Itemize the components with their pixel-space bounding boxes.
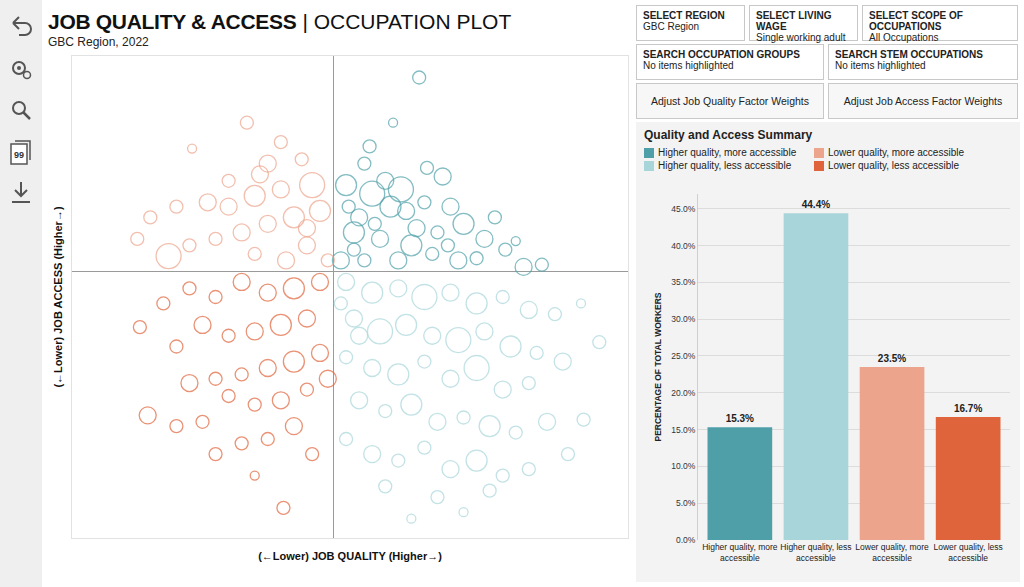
svg-text:15.3%: 15.3% xyxy=(726,413,754,424)
html-text:GBC Region, 2022: GBC Region, 2022 xyxy=(48,35,149,49)
svg-text:25.0%: 25.0% xyxy=(671,351,696,361)
svg-text:44.4%: 44.4% xyxy=(802,199,830,210)
svg-text:(←Lower) JOB ACCESS (Higher→): (←Lower) JOB ACCESS (Higher→) xyxy=(52,206,64,387)
svg-text:99: 99 xyxy=(14,150,24,160)
html-text:All Occupations: All Occupations xyxy=(869,32,939,43)
svg-text:5.0%: 5.0% xyxy=(676,498,696,508)
svg-text:35.0%: 35.0% xyxy=(671,277,696,287)
html-text:SELECT SCOPE OF OCCUPATIONS: SELECT SCOPE OF OCCUPATIONS xyxy=(869,10,963,32)
svg-text:Lower quality, lessaccessible: Lower quality, lessaccessible xyxy=(934,542,1003,563)
svg-text:Higher quality, moreaccessible: Higher quality, moreaccessible xyxy=(702,542,778,563)
html-text:Adjust Job Access Factor Weigh: Adjust Job Access Factor Weights xyxy=(843,95,1003,107)
svg-text:Lower quality, moreaccessible: Lower quality, moreaccessible xyxy=(855,542,929,563)
svg-text:10.0%: 10.0% xyxy=(671,461,696,471)
svg-text:Higher quality, lessaccessible: Higher quality, lessaccessible xyxy=(780,542,851,563)
html-text:GBC Region: GBC Region xyxy=(643,21,700,32)
svg-text:(←Lower) JOB QUALITY (Higher→): (←Lower) JOB QUALITY (Higher→) xyxy=(258,550,442,562)
svg-text:30.0%: 30.0% xyxy=(671,314,696,324)
html-text:No items highlighted: No items highlighted xyxy=(643,60,734,71)
html-text:Single working adult: Single working adult xyxy=(756,32,846,43)
svg-text:PERCENTAGE OF TOTAL WORKERS: PERCENTAGE OF TOTAL WORKERS xyxy=(653,292,663,441)
html-text:Adjust Job Quality Factor Weig: Adjust Job Quality Factor Weights xyxy=(651,95,809,107)
svg-text:20.0%: 20.0% xyxy=(671,388,696,398)
html-text:JOB QUALITY & ACCESS | OCCUPAT: JOB QUALITY & ACCESS | OCCUPATION PLOT xyxy=(48,10,512,33)
html-text:No items highlighted: No items highlighted xyxy=(835,60,926,71)
svg-text:40.0%: 40.0% xyxy=(671,241,696,251)
html-text:SELECT LIVING WAGE: SELECT LIVING WAGE xyxy=(756,10,832,32)
html-text:Lower quality, more accessible: Lower quality, more accessible xyxy=(828,147,964,158)
html-text:Lower quality, less accessible: Lower quality, less accessible xyxy=(828,160,959,171)
html-text:Higher quality, less accessibl: Higher quality, less accessible xyxy=(658,160,792,171)
html-text:Higher quality, more accessibl: Higher quality, more accessible xyxy=(658,147,797,158)
html-text:SELECT REGION: SELECT REGION xyxy=(643,10,725,21)
svg-text:45.0%: 45.0% xyxy=(671,204,696,214)
html-text:SEARCH STEM OCCUPATIONS: SEARCH STEM OCCUPATIONS xyxy=(835,49,983,60)
svg-text:16.7%: 16.7% xyxy=(954,403,982,414)
html-text:Quality and Access Summary: Quality and Access Summary xyxy=(644,128,813,142)
svg-text:23.5%: 23.5% xyxy=(878,353,906,364)
html-text:SEARCH OCCUPATION GROUPS: SEARCH OCCUPATION GROUPS xyxy=(643,49,800,60)
svg-text:0.0%: 0.0% xyxy=(676,535,696,545)
svg-text:15.0%: 15.0% xyxy=(671,425,696,435)
